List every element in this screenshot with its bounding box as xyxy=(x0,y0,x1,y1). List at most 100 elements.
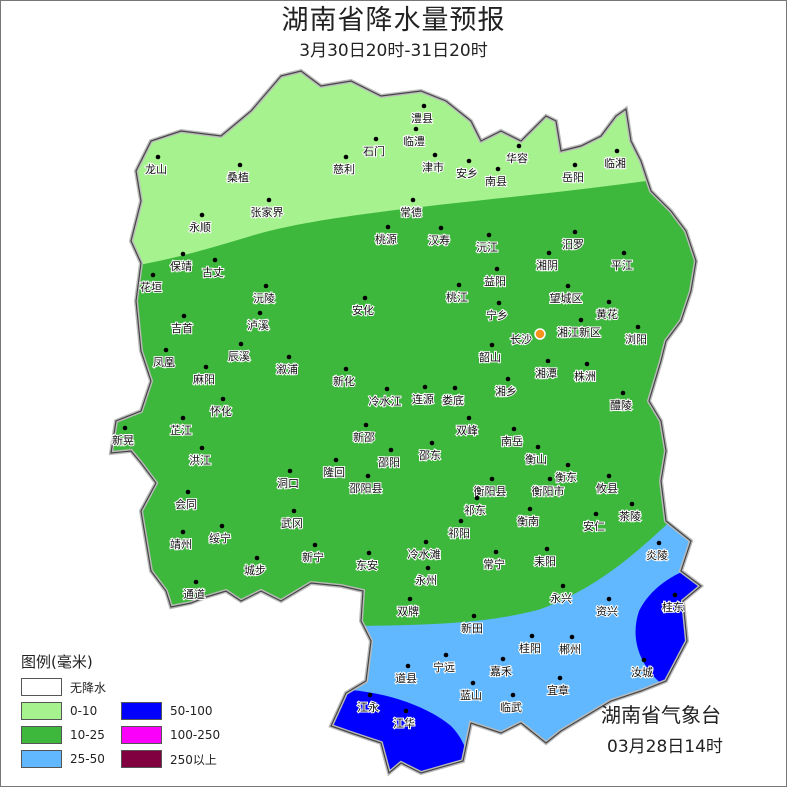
city-marker: 武冈 xyxy=(280,508,304,531)
city-label: 桑植 xyxy=(227,170,249,184)
city-dot xyxy=(286,354,292,360)
city-dot xyxy=(511,426,517,432)
map-title: 湖南省降水量预报 xyxy=(281,5,506,36)
city-dot xyxy=(163,347,169,353)
city-marker: 娄底 xyxy=(441,385,465,408)
issue-time: 03月28日14时 xyxy=(607,737,723,757)
city-label: 邵东 xyxy=(419,449,441,462)
city-marker: 桂东 xyxy=(661,592,685,615)
city-dot xyxy=(535,444,541,450)
city-label: 靖州 xyxy=(170,538,192,551)
city-dot xyxy=(474,495,480,501)
city-label: 宜章 xyxy=(547,683,569,697)
city-marker: 炎陵 xyxy=(645,540,669,563)
city-dot xyxy=(438,225,444,231)
city-marker: 桂阳 xyxy=(518,633,542,656)
city-marker: 衡阳县 xyxy=(473,476,508,499)
city-marker: 衡南 xyxy=(516,506,540,529)
city-dot xyxy=(155,154,161,160)
city-marker: 益阳 xyxy=(483,266,507,289)
city-dot xyxy=(373,136,379,142)
city-marker: 宁乡 xyxy=(485,300,509,323)
city-label: 武冈 xyxy=(281,517,303,530)
province-border-inner xyxy=(110,70,702,775)
city-dot xyxy=(635,324,641,330)
city-marker: 绥宁 xyxy=(208,523,232,546)
city-dot xyxy=(489,476,495,482)
city-marker: 怀化 xyxy=(209,396,233,419)
city-label: 连源 xyxy=(412,392,434,406)
city-marker: 汉寿 xyxy=(427,225,451,248)
city-label: 衡阳县 xyxy=(474,485,507,498)
city-dot xyxy=(367,692,373,698)
city-dot xyxy=(546,250,552,256)
city-marker: 湘阴 xyxy=(535,250,559,273)
city-dot xyxy=(656,540,662,546)
city-dot xyxy=(443,652,449,658)
legend-item-25-50: 25-50 xyxy=(21,750,121,768)
city-marker: 耒阳 xyxy=(533,546,557,569)
city-marker: 张家界 xyxy=(250,197,285,220)
city-label: 茶陵 xyxy=(619,510,641,523)
legend-label: 250以上 xyxy=(170,752,217,767)
city-marker: 嘉禾 xyxy=(489,656,513,679)
city-marker: 桃源 xyxy=(374,224,398,247)
city-marker: 新邵 xyxy=(352,422,376,445)
legend-label: 0-10 xyxy=(70,704,98,718)
city-label: 澧县 xyxy=(411,111,433,125)
city-dot xyxy=(363,422,369,428)
city-marker: 靖州 xyxy=(169,529,193,552)
city-dot xyxy=(291,508,297,514)
city-dot xyxy=(578,317,584,323)
city-label: 永州 xyxy=(415,573,437,587)
city-dot xyxy=(366,550,372,556)
city-label: 保靖 xyxy=(170,259,192,273)
legend-item-0-10: 0-10 xyxy=(21,702,121,720)
legend-item-100-250: 100-250 xyxy=(121,726,221,744)
city-dot xyxy=(220,396,226,402)
city-label: 安仁 xyxy=(583,519,605,533)
zone-0-10 xyxy=(111,71,701,276)
city-label: 花垣 xyxy=(140,281,162,294)
city-dot xyxy=(185,489,191,495)
city-label: 凤凰 xyxy=(153,356,175,369)
city-label: 临武 xyxy=(500,700,522,714)
city-dot xyxy=(422,384,428,390)
city-dot xyxy=(180,415,186,421)
city-marker: 冷水滩 xyxy=(407,539,442,562)
city-label: 江永 xyxy=(357,700,379,714)
city-label: 慈利 xyxy=(333,162,355,176)
city-dot xyxy=(545,358,551,364)
legend: 图例(毫米) 无降水 0-10 50-100 10-25 100-250 25-… xyxy=(21,651,221,772)
city-dot xyxy=(620,390,626,396)
city-marker: 连源 xyxy=(411,384,435,407)
city-marker: 新化 xyxy=(332,366,356,389)
city-dot xyxy=(193,579,199,585)
city-dot xyxy=(423,539,429,545)
city-dot xyxy=(150,272,156,278)
city-label: 黄花 xyxy=(596,307,618,321)
city-label: 嘉禾 xyxy=(490,664,512,678)
city-dot xyxy=(403,708,409,714)
city-dot xyxy=(606,299,612,305)
city-marker: 临澧 xyxy=(402,126,426,149)
city-dot xyxy=(405,663,411,669)
city-dot xyxy=(489,342,495,348)
city-dot xyxy=(606,596,612,602)
city-dot xyxy=(407,596,413,602)
city-dot xyxy=(343,366,349,372)
city-dot xyxy=(333,457,339,463)
city-marker: 通道 xyxy=(182,579,206,602)
city-label: 永顺 xyxy=(189,220,211,234)
city-dot xyxy=(505,376,511,382)
city-dot xyxy=(614,148,620,154)
legend-label: 10-25 xyxy=(70,728,105,742)
city-dot xyxy=(257,310,263,316)
city-dot xyxy=(312,542,318,548)
city-marker: 汝城 xyxy=(630,657,654,680)
city-dot xyxy=(544,546,550,552)
city-marker: 常宁 xyxy=(482,549,506,572)
city-label: 芷江 xyxy=(170,424,192,437)
city-label: 新晃 xyxy=(112,433,134,447)
city-dot xyxy=(452,385,458,391)
